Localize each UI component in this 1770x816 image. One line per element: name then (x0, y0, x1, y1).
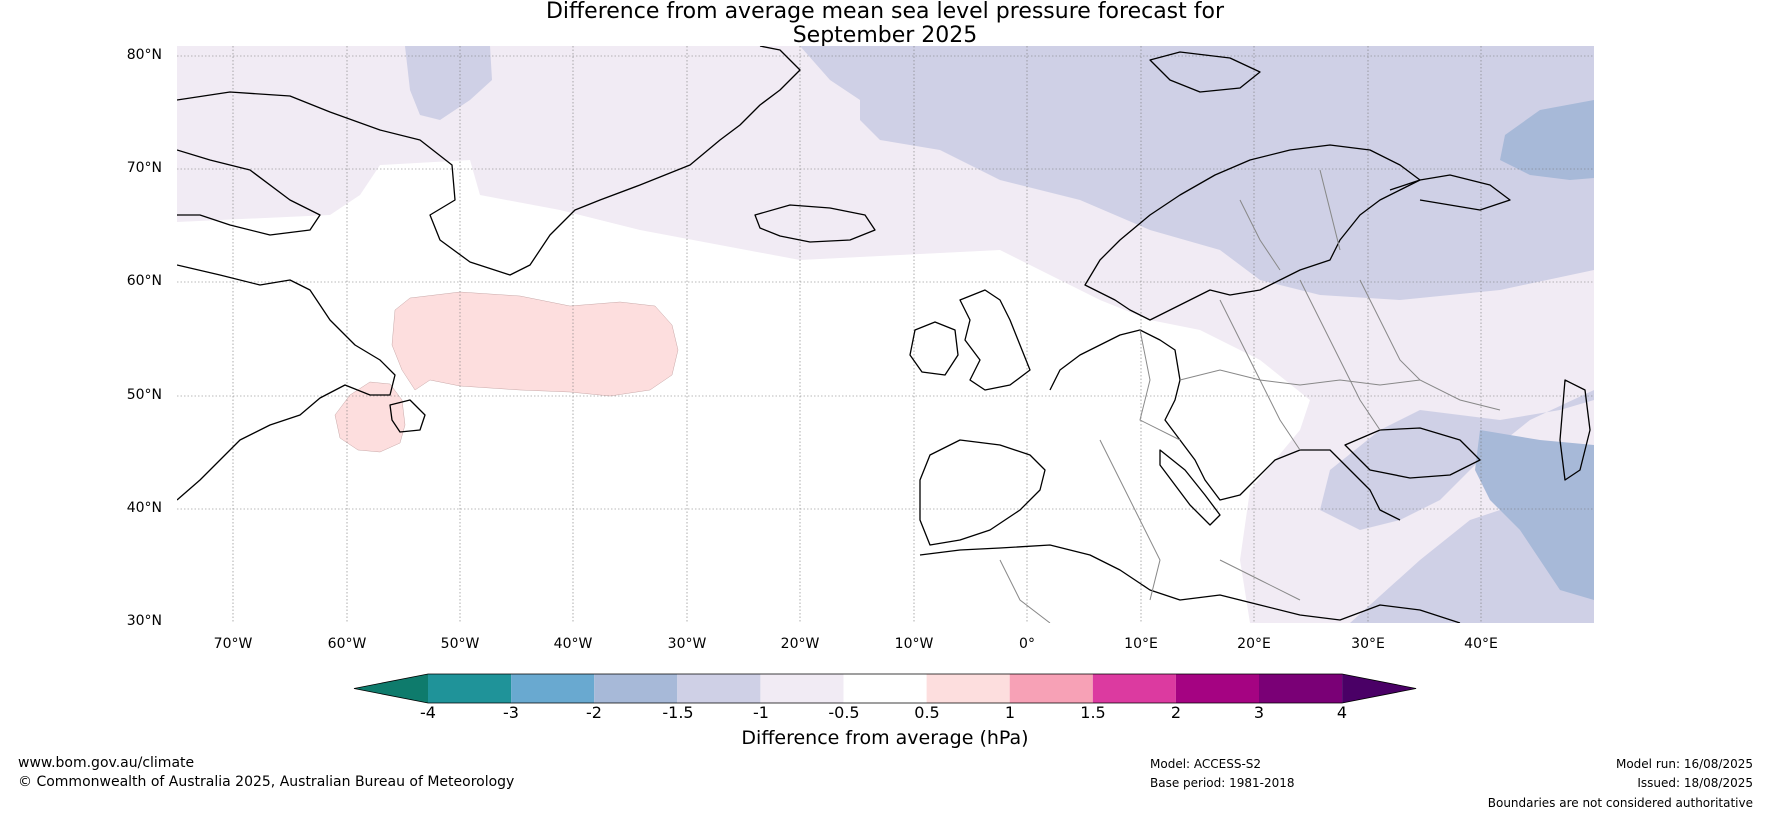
lat-label: 60°N (126, 273, 162, 289)
title-line-2: September 2025 (792, 23, 978, 48)
footer-model: Model: ACCESS-S2 (1150, 757, 1262, 771)
lon-label: 50°W (440, 636, 480, 652)
lon-label: 10°W (894, 636, 934, 652)
footer-disclaimer: Boundaries are not considered authoritat… (1487, 796, 1753, 810)
colorbar-swatch (511, 674, 595, 703)
colorbar-tick-label: 4 (1336, 703, 1348, 722)
map-panel (177, 46, 1594, 623)
colorbar-tick-label: -1.5 (662, 703, 694, 722)
colorbar-extend-low (354, 674, 428, 703)
coastlines (177, 46, 1591, 623)
coast-svalbard (1149, 51, 1261, 93)
coast-britain (959, 289, 1031, 391)
colorbar-swatch (677, 674, 761, 703)
colorbar-tick-label: 1 (1004, 703, 1016, 722)
footer-url: www.bom.gov.au/climate (18, 755, 195, 771)
colorbar (353, 673, 1417, 704)
colorbar-swatch (926, 674, 1010, 703)
colorbar-tick-label: 3 (1253, 703, 1265, 722)
coast-baffin (177, 149, 321, 236)
colorbar-swatch (428, 674, 512, 703)
colorbar-swatch (1175, 674, 1259, 703)
colorbar-tick-label: 2 (1170, 703, 1182, 722)
coast-europe (1049, 329, 1401, 521)
country-borders (999, 169, 1501, 623)
lon-label: 40°W (553, 636, 593, 652)
colorbar-swatch (594, 674, 678, 703)
colorbar-tick-label: -1 (753, 703, 769, 722)
colorbar-swatch (760, 674, 844, 703)
coast-ireland (909, 321, 959, 376)
lon-label: 30°W (667, 636, 707, 652)
colorbar-tick-label: -3 (503, 703, 519, 722)
colorbar-swatch (1009, 674, 1093, 703)
lat-label: 40°N (126, 500, 162, 516)
anomaly-region-neg10-greenland (405, 46, 492, 120)
lon-label: 10°E (1124, 636, 1158, 652)
anomaly-region-pos05-newfoundland (334, 381, 406, 453)
coast-labrador (177, 264, 396, 501)
footer-copyright: © Commonwealth of Australia 2025, Austra… (18, 774, 515, 790)
coast-kola (1389, 174, 1511, 211)
colorbar-tick-label: 1.5 (1080, 703, 1106, 722)
coast-italy (1159, 449, 1221, 526)
colorbar-swatch (843, 674, 927, 703)
coast-iceland (754, 204, 876, 243)
anomaly-region-neg10-north (800, 46, 1594, 530)
lat-label: 80°N (126, 47, 162, 63)
colorbar-tick-label: -2 (586, 703, 602, 722)
footer-model-run: Model run: 16/08/2025 (1615, 757, 1753, 771)
coast-newfoundland (389, 399, 426, 433)
colorbar-swatch (1092, 674, 1176, 703)
lon-label: 20°E (1237, 636, 1271, 652)
lat-label: 50°N (126, 387, 162, 403)
chart-title: Difference from average mean sea level p… (0, 0, 1770, 48)
coast-africa (919, 544, 1461, 623)
coast-black-sea (1344, 427, 1481, 479)
lon-label: 60°W (327, 636, 367, 652)
coast-greenland (177, 46, 801, 276)
coast-caspian (1559, 379, 1591, 481)
coast-norway (1084, 144, 1421, 321)
colorbar-extend-high (1342, 674, 1417, 703)
coast-iberia (919, 439, 1046, 546)
footer-base-period: Base period: 1981-2018 (1150, 776, 1295, 790)
colorbar-swatch (1259, 674, 1343, 703)
title-line-1: Difference from average mean sea level p… (545, 0, 1225, 24)
colorbar-tick-label: 0.5 (914, 703, 940, 722)
lon-label: 40°E (1464, 636, 1498, 652)
lat-label: 70°N (126, 160, 162, 176)
colorbar-tick-label: -0.5 (828, 703, 860, 722)
lon-label: 70°W (213, 636, 253, 652)
colorbar-title: Difference from average (hPa) (741, 727, 1029, 749)
footer-issued: Issued: 18/08/2025 (1637, 776, 1753, 790)
colorbar-outline (353, 673, 1417, 704)
lat-label: 30°N (126, 613, 162, 629)
lon-label: 30°E (1351, 636, 1385, 652)
lon-label: 20°W (780, 636, 820, 652)
anomaly-region-neg15-arctic (1500, 100, 1594, 180)
colorbar-tick-label: -4 (420, 703, 436, 722)
lon-label: 0° (1019, 636, 1035, 652)
anomaly-region-pos05-atlantic (391, 291, 679, 397)
